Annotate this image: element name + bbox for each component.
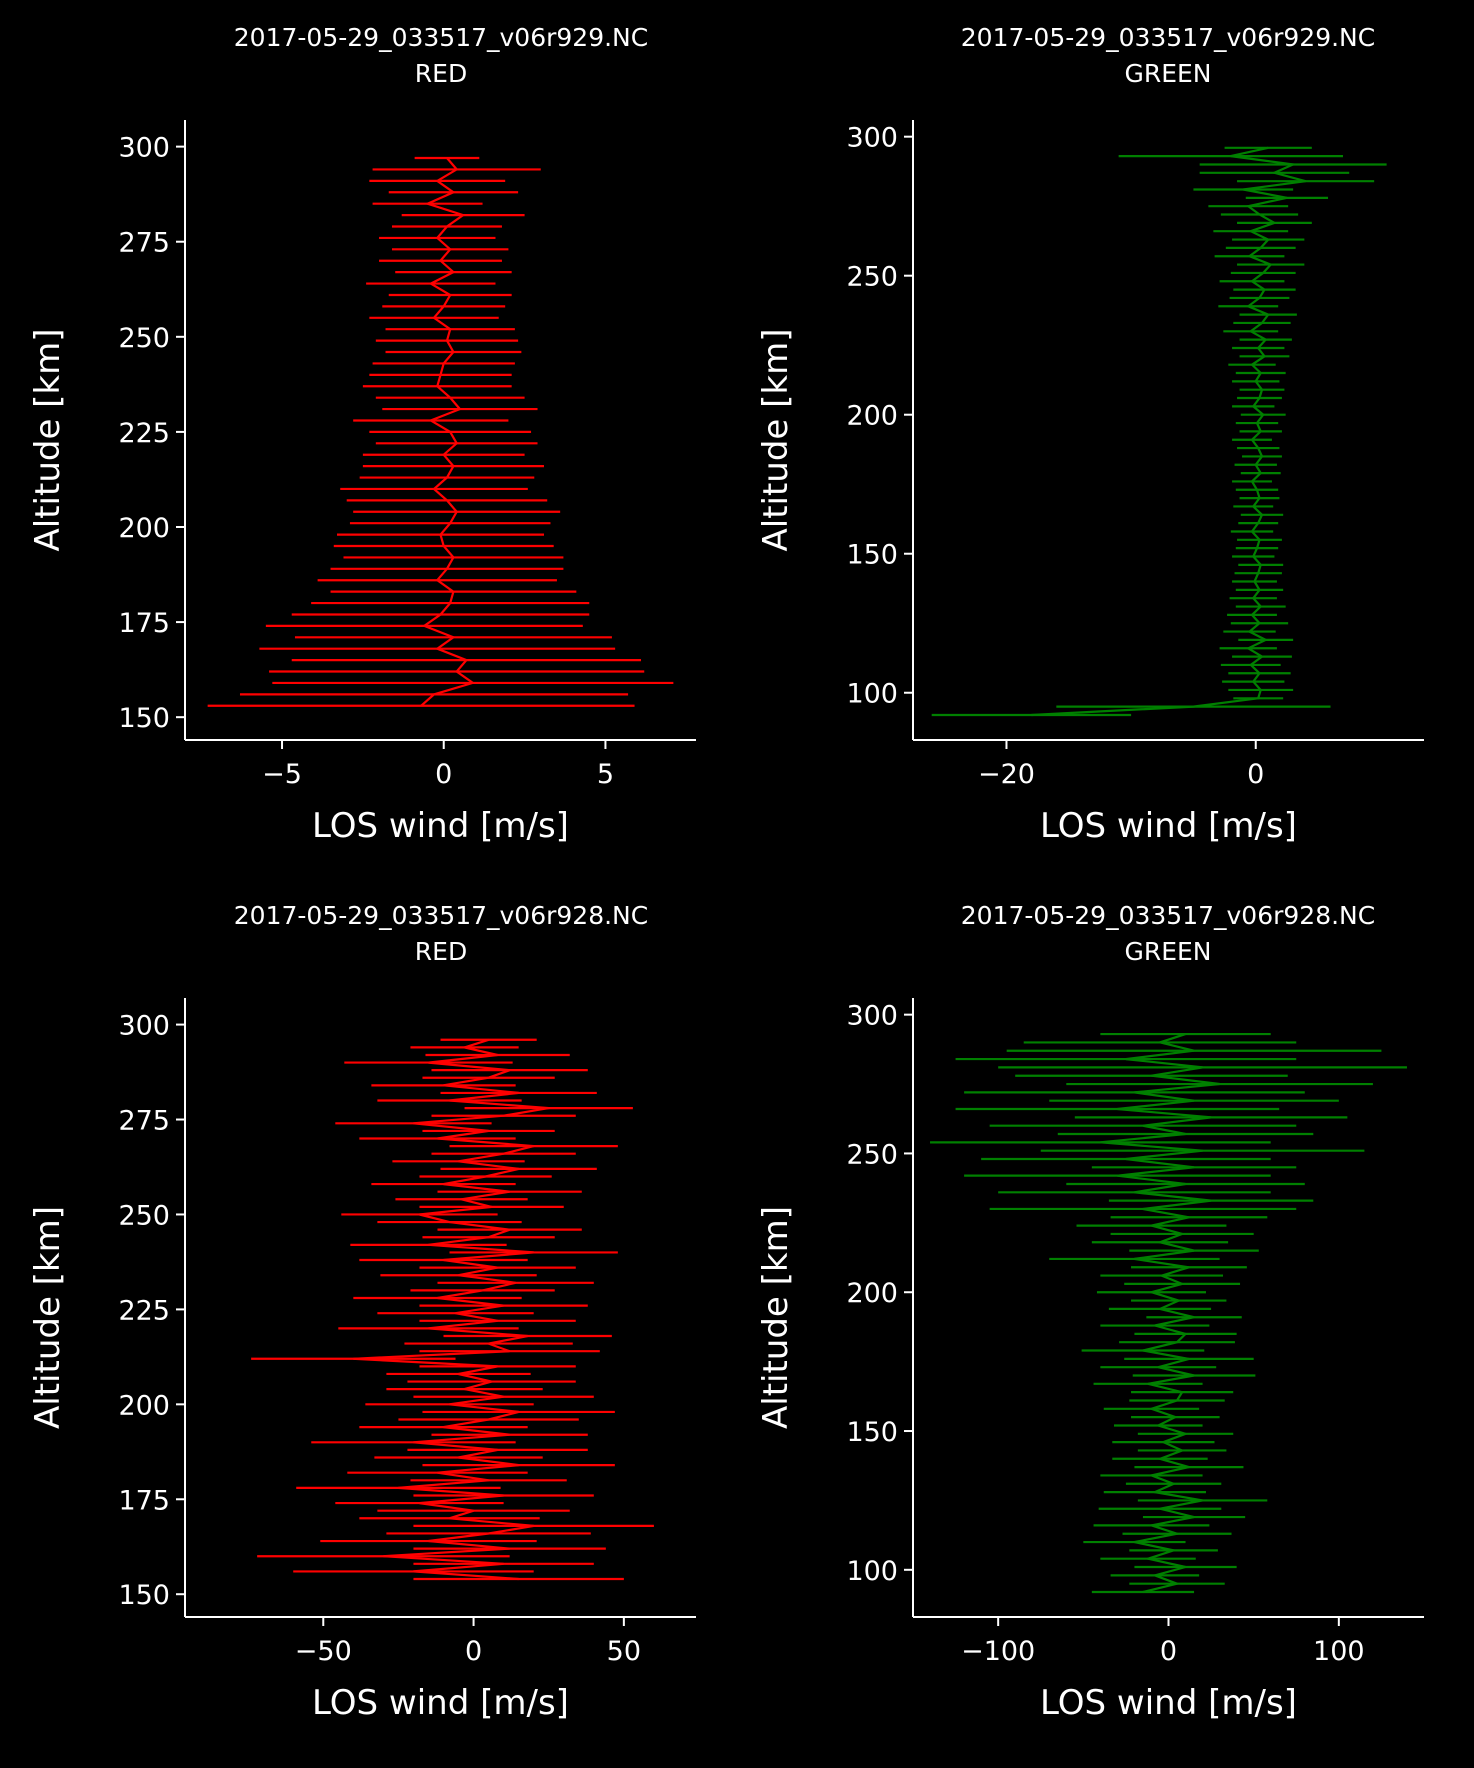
x-tick-label: 0	[435, 759, 452, 790]
y-tick-label: 300	[118, 1011, 170, 1042]
series-1	[931, 146, 1387, 717]
panel-1: 2017-05-29_033517_v06r929.NC RED −5 0 5 150 17…	[28, 23, 696, 846]
x-tick-label: 0	[465, 1636, 482, 1667]
y-tick-label: 100	[846, 679, 898, 710]
panel-title: 2017-05-29_033517_v06r929.NC	[234, 23, 648, 52]
y-axis-label: Altitude [km]	[756, 328, 796, 551]
y-tick-label: 150	[118, 1580, 170, 1611]
wind-profile-line	[353, 1038, 549, 1581]
panel-title: 2017-05-29_033517_v06r929.NC	[961, 23, 1375, 52]
wind-profile-line	[420, 157, 476, 707]
x-tick-label: −5	[262, 759, 302, 790]
y-tick-label: 225	[118, 418, 170, 449]
y-tick-label: 100	[846, 1556, 898, 1587]
wind-profile-line	[1031, 146, 1306, 717]
y-tick-label: 175	[118, 608, 170, 639]
panel-title: 2017-05-29_033517_v06r928.NC	[961, 901, 1375, 930]
y-tick-label: 300	[846, 1001, 898, 1032]
wind-profile-line	[1100, 1033, 1220, 1594]
y-axis-label: Altitude [km]	[28, 1206, 68, 1429]
y-tick-label: 200	[118, 1390, 170, 1421]
y-tick-label: 275	[118, 1106, 170, 1137]
y-tick-label: 300	[118, 133, 170, 164]
y-tick-label: 150	[846, 1417, 898, 1448]
x-tick-label: 5	[597, 759, 614, 790]
y-tick-label: 250	[118, 323, 170, 354]
y-tick-label: 250	[846, 262, 898, 293]
panel-subtitle: GREEN	[1124, 937, 1211, 966]
x-axis-label: LOS wind [m/s]	[1040, 806, 1297, 846]
y-axis-label: Altitude [km]	[756, 1206, 796, 1429]
x-tick-label: 0	[1247, 759, 1264, 790]
y-axis-label: Altitude [km]	[28, 328, 68, 551]
y-tick-label: 250	[118, 1200, 170, 1231]
y-tick-label: 225	[118, 1295, 170, 1326]
y-tick-label: 275	[118, 228, 170, 259]
panel-4: 2017-05-29_033517_v06r928.NC GREEN −100 0 10…	[756, 901, 1424, 1723]
y-tick-label: 200	[846, 1278, 898, 1309]
x-tick-label: −20	[978, 759, 1035, 790]
y-tick-label: 150	[846, 540, 898, 571]
x-tick-label: −50	[295, 1636, 352, 1667]
x-tick-label: 50	[607, 1636, 641, 1667]
x-axis-label: LOS wind [m/s]	[1040, 1683, 1297, 1723]
y-tick-label: 200	[118, 513, 170, 544]
x-tick-label: −100	[961, 1636, 1035, 1667]
panel-3: 2017-05-29_033517_v06r928.NC RED −50 0 50 150…	[28, 901, 696, 1723]
series-1	[251, 1038, 654, 1581]
y-tick-label: 200	[846, 401, 898, 432]
panel-subtitle: RED	[415, 59, 467, 88]
x-tick-label: 0	[1160, 1636, 1177, 1667]
x-tick-label: 100	[1313, 1636, 1365, 1667]
y-tick-label: 150	[118, 703, 170, 734]
panel-subtitle: RED	[415, 937, 467, 966]
series-1	[207, 156, 674, 707]
y-tick-label: 250	[846, 1139, 898, 1170]
panel-title: 2017-05-29_033517_v06r928.NC	[234, 901, 648, 930]
y-tick-label: 300	[846, 123, 898, 154]
series-1	[930, 1032, 1407, 1594]
x-axis-label: LOS wind [m/s]	[312, 1683, 569, 1723]
panel-2: 2017-05-29_033517_v06r929.NC GREEN −20 0 100…	[756, 23, 1424, 846]
panel-subtitle: GREEN	[1124, 59, 1211, 88]
x-axis-label: LOS wind [m/s]	[312, 806, 569, 846]
y-tick-label: 175	[118, 1485, 170, 1516]
